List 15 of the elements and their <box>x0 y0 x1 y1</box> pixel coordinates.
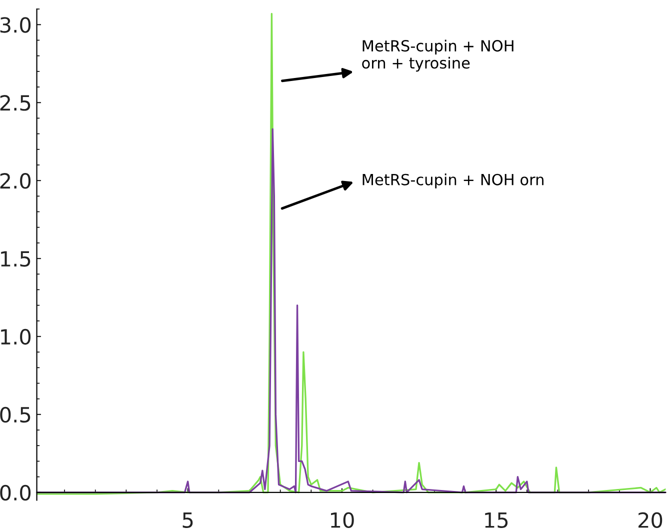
x-tick-label: 5 <box>182 512 193 528</box>
x-tick-label: 20 <box>638 512 662 528</box>
y-tick-label: 2.5 <box>0 95 30 111</box>
y-tick-label: 0.0 <box>0 484 31 501</box>
y-tick-label: 1.0 <box>1 328 31 345</box>
line-series <box>36 128 666 494</box>
y-tick-label: 2.0 <box>0 173 31 189</box>
y-tick-label: 0.5 <box>0 406 30 423</box>
x-tick-label: 15 <box>485 512 508 528</box>
x-tick-label: 10 <box>331 512 354 528</box>
y-tick-label: 1.5 <box>1 251 30 267</box>
annotation: MetRS-cupin + NOH orn <box>362 174 544 188</box>
annotation: MetRS-cupin + NOH orn + tyrosine <box>362 40 514 72</box>
line-series <box>36 12 666 495</box>
y-tick-label: 3.0 <box>0 17 31 33</box>
